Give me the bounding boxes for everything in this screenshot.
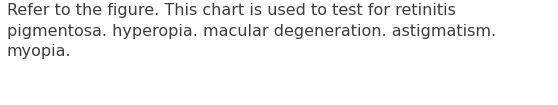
Text: Refer to the figure. This chart is used to test for retinitis
pigmentosa. hypero: Refer to the figure. This chart is used … — [7, 3, 496, 59]
